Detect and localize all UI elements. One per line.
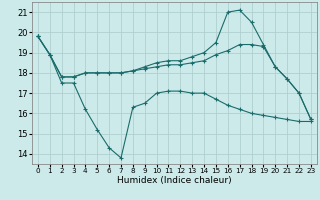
X-axis label: Humidex (Indice chaleur): Humidex (Indice chaleur) (117, 176, 232, 185)
